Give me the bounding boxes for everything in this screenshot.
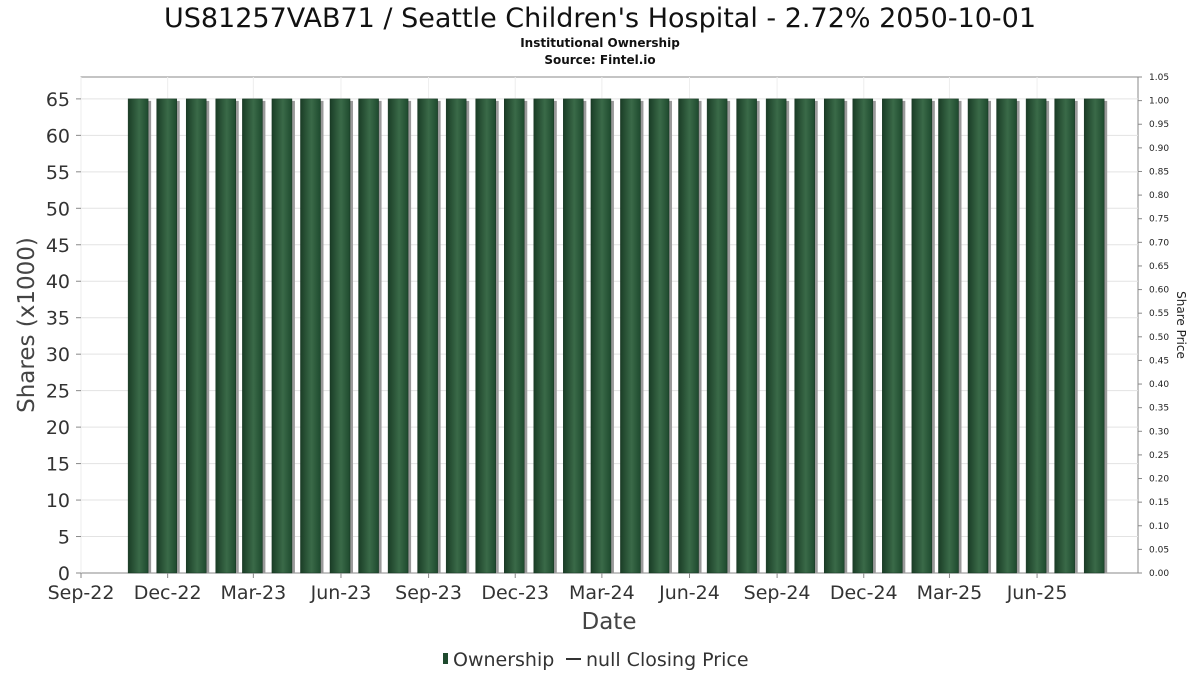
y-tick-label: 40 [46, 271, 70, 293]
legend-label-price: null Closing Price [586, 649, 749, 671]
bar [445, 98, 467, 574]
bar [215, 98, 236, 574]
bar [736, 98, 757, 574]
y-tick-label: 0 [58, 563, 70, 585]
bar [1025, 98, 1047, 574]
x-tick-label: Jun-23 [310, 582, 372, 604]
bar [620, 98, 641, 574]
right-tick-label: 0.50 [1149, 333, 1169, 343]
bar [882, 98, 903, 574]
legend: Ownership null Closing Price [443, 649, 749, 671]
bar [911, 98, 933, 574]
y-axis-label: Shares (x1000) [14, 237, 40, 413]
right-tick-label: 0.40 [1149, 380, 1169, 390]
bar [1083, 98, 1105, 574]
bar [271, 98, 293, 574]
bar [678, 98, 699, 574]
y-tick-label: 35 [46, 308, 70, 330]
y-tick-label: 65 [46, 89, 70, 111]
bar [1054, 98, 1075, 574]
bar [475, 98, 496, 574]
x-tick-label: Dec-24 [830, 582, 898, 604]
right-tick-label: 0.00 [1149, 569, 1169, 579]
legend-label-ownership: Ownership [453, 649, 554, 671]
bar [533, 98, 555, 574]
right-tick-label: 0.35 [1149, 404, 1169, 414]
bar [852, 98, 874, 574]
x-tick-label: Jun-25 [1006, 582, 1068, 604]
y-tick-label: 60 [46, 125, 70, 147]
x-tick-label: Mar-24 [569, 582, 635, 604]
right-tick-label: 0.90 [1149, 144, 1169, 154]
x-tick-label: Sep-24 [744, 582, 811, 604]
y-tick-label: 5 [58, 527, 70, 549]
right-tick-label: 0.20 [1149, 475, 1169, 485]
bar [765, 98, 787, 574]
bar [648, 98, 670, 574]
right-tick-label: 0.15 [1149, 498, 1169, 508]
y-tick-label: 20 [46, 417, 70, 439]
x-tick-label: Mar-23 [221, 582, 287, 604]
y-tick-label: 45 [46, 235, 70, 257]
right-tick-label: 0.05 [1149, 545, 1169, 555]
x-tick-label: Dec-23 [481, 582, 549, 604]
x-tick-label: Sep-23 [395, 582, 462, 604]
right-tick-label: 0.95 [1149, 120, 1169, 130]
bar [417, 98, 438, 574]
right-tick-label: 0.65 [1149, 262, 1169, 272]
bar [563, 98, 584, 574]
chart-source: Source: Fintel.io [544, 53, 655, 67]
right-tick-label: 0.10 [1149, 522, 1169, 532]
x-axis-label: Date [582, 609, 637, 635]
chart-title: US81257VAB71 / Seattle Children's Hospit… [164, 3, 1036, 34]
x-tick-label: Sep-22 [48, 582, 115, 604]
x-axis-ticks: Sep-22 Dec-22 Mar-23 Jun-23 Sep-23 Dec-23 Mar-… [48, 573, 1068, 604]
bar [329, 98, 351, 574]
legend-swatch-ownership [443, 653, 448, 664]
chart-subtitle: Institutional Ownership [520, 36, 680, 50]
right-tick-label: 0.25 [1149, 451, 1169, 461]
right-tick-label: 0.70 [1149, 238, 1169, 248]
y-tick-label: 50 [46, 198, 70, 220]
right-tick-label: 0.45 [1149, 356, 1169, 366]
right-tick-label: 0.85 [1149, 167, 1169, 177]
bar [358, 98, 379, 574]
bar [242, 98, 263, 574]
bar [996, 98, 1017, 574]
x-tick-label: Mar-25 [917, 582, 983, 604]
right-tick-label: 1.05 [1149, 73, 1169, 83]
y-tick-label: 10 [46, 490, 70, 512]
bar [185, 98, 207, 574]
right-tick-label: 0.60 [1149, 286, 1169, 296]
bar [967, 98, 989, 574]
bar [590, 98, 612, 574]
bar [127, 98, 149, 574]
bar [706, 98, 728, 574]
right-tick-label: 1.00 [1149, 97, 1169, 107]
y-tick-label: 15 [46, 454, 70, 476]
bar [938, 98, 959, 574]
right-axis-label: Share Price [1174, 291, 1188, 359]
x-tick-label: Jun-24 [658, 582, 720, 604]
y-tick-label: 25 [46, 381, 70, 403]
bars [127, 98, 1108, 574]
right-axis-ticks: 0.00 0.05 0.10 0.15 0.20 0.25 0.30 0.35 0.40 0.45… [1138, 73, 1169, 579]
bar [504, 98, 525, 574]
right-tick-label: 0.75 [1149, 215, 1169, 225]
right-tick-label: 0.80 [1149, 191, 1169, 201]
right-tick-label: 0.30 [1149, 427, 1169, 437]
y-tick-label: 30 [46, 344, 70, 366]
right-tick-label: 0.55 [1149, 309, 1169, 319]
bar [794, 98, 815, 574]
bar [156, 98, 177, 574]
bar [823, 98, 845, 574]
y-axis-ticks: 0 5 10 15 20 25 30 35 40 45 50 55 60 65 [46, 89, 81, 585]
x-tick-label: Dec-22 [134, 582, 202, 604]
bar [387, 98, 409, 574]
bar [300, 98, 321, 574]
y-tick-label: 55 [46, 162, 70, 184]
